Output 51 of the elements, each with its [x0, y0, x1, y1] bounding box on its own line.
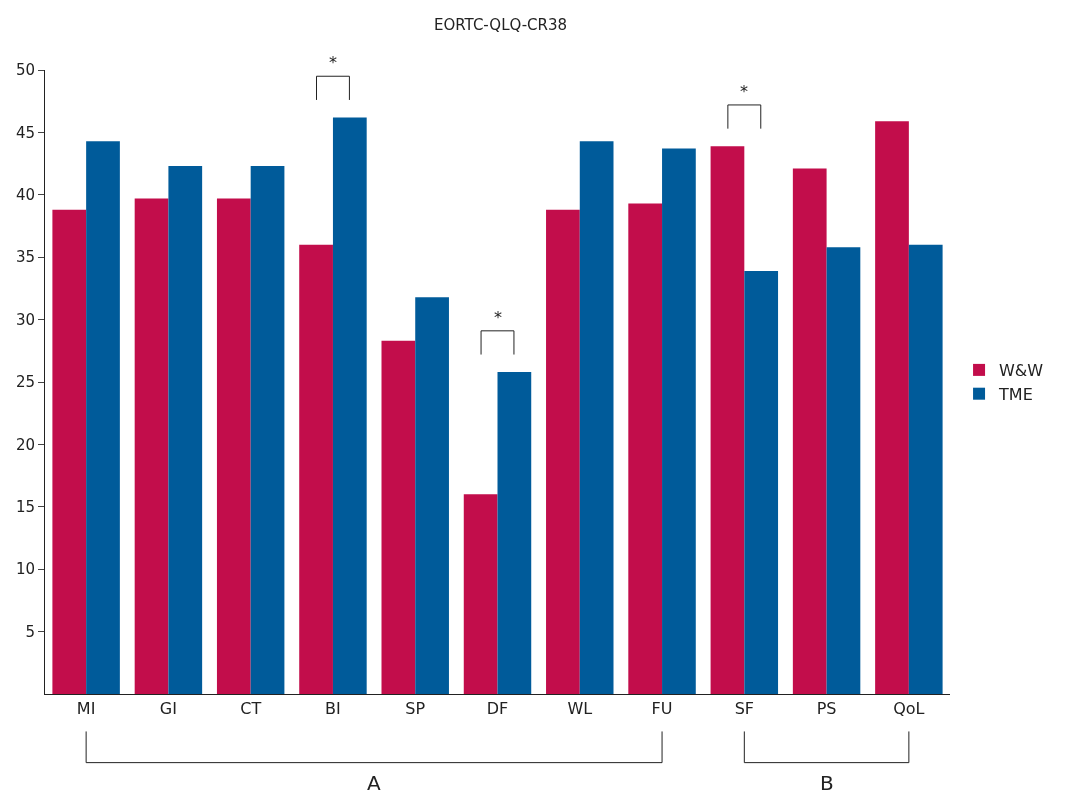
x-tick-label: BI	[325, 699, 341, 719]
y-tick-label: 40	[15, 186, 35, 205]
x-tick-label: SP	[405, 699, 426, 719]
y-tick-label: 5	[25, 622, 35, 641]
chart-title: EORTC-QLQ-CR38	[433, 16, 568, 35]
y-tick-label: 15	[15, 498, 35, 517]
bar	[744, 270, 779, 694]
bar	[299, 244, 333, 694]
bar	[579, 141, 614, 694]
bar	[134, 198, 169, 694]
bar	[52, 209, 87, 694]
x-tick-label: GI	[159, 699, 177, 719]
x-tick-label: MI	[76, 699, 96, 719]
x-tick-label: PS	[816, 699, 837, 719]
bar	[497, 372, 532, 694]
bar	[168, 166, 203, 694]
annotation: *	[494, 308, 502, 327]
x-tick-label: CT	[240, 699, 262, 719]
bar	[332, 117, 367, 694]
x-tick-label: QoL	[893, 699, 925, 719]
y-tick-label: 50	[15, 61, 35, 80]
y-tick-label: 35	[15, 248, 35, 267]
annotation: *	[740, 82, 748, 101]
x-tick-label: FU	[651, 699, 673, 719]
legend-label: TME	[998, 384, 1033, 404]
x-tick-label: WL	[567, 699, 593, 719]
bar	[463, 494, 498, 694]
annotation: *	[329, 53, 337, 72]
bar	[216, 198, 251, 694]
y-tick-label: 30	[15, 310, 35, 329]
text: B	[820, 771, 834, 795]
bar	[826, 247, 861, 694]
y-tick-label: 10	[15, 560, 35, 579]
bar	[415, 297, 449, 694]
bar	[792, 168, 827, 694]
bar	[546, 209, 580, 694]
bar	[86, 141, 120, 694]
bar	[250, 166, 285, 694]
bar	[381, 340, 416, 694]
x-tick-label: DF	[486, 699, 509, 719]
bar	[710, 146, 745, 694]
bar	[908, 244, 943, 694]
bar	[662, 148, 696, 694]
legend-label: W&W	[999, 361, 1044, 381]
y-tick-label: 45	[15, 123, 35, 142]
text: A	[367, 771, 381, 795]
bar	[628, 203, 663, 694]
y-tick-label: 20	[15, 435, 35, 454]
x-tick-label: SF	[734, 699, 754, 719]
y-tick-label: 25	[15, 373, 35, 392]
bar	[875, 121, 909, 694]
